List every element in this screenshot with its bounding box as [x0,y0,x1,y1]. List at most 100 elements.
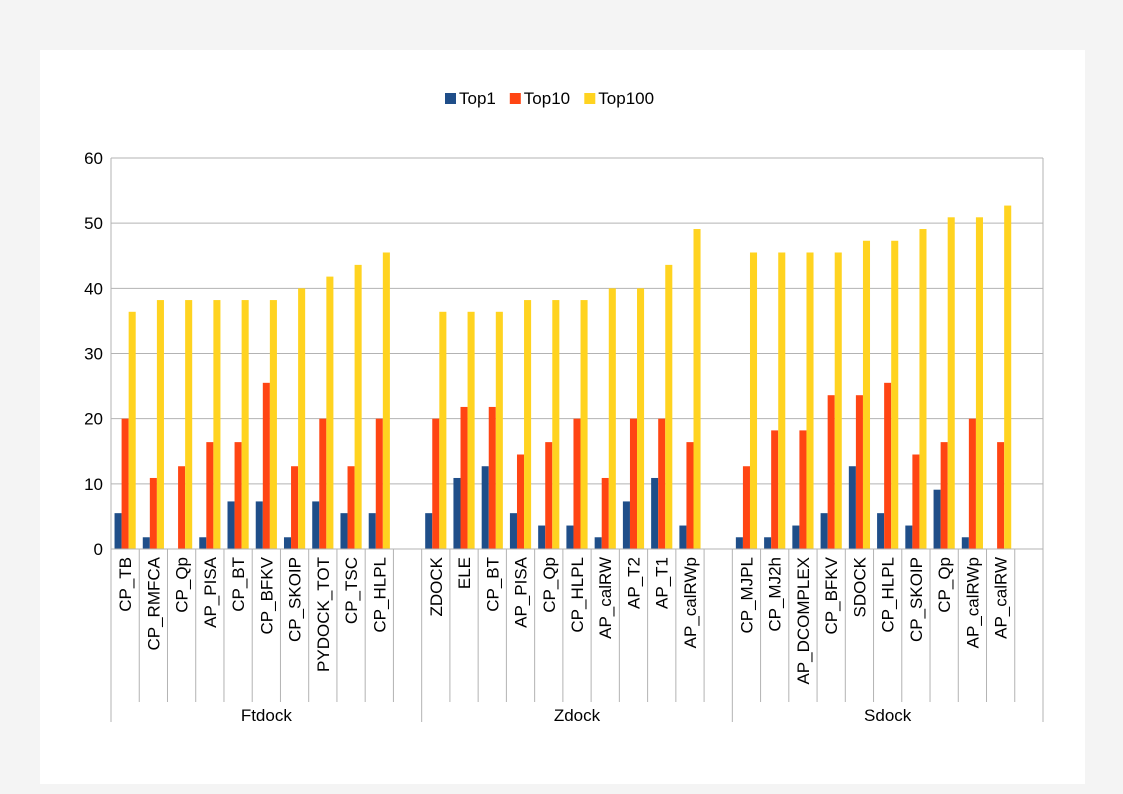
category-label: AP_calRWp [963,557,982,648]
category-label: SDOCK [850,556,869,617]
bar-top100 [467,311,475,549]
group-label: Ftdock [241,706,293,725]
category-label: CP_TSC [342,557,361,624]
bar-top10 [573,418,581,549]
category-label: CP_Qp [173,557,192,613]
legend-swatch-top1 [445,93,456,104]
bar-top100 [298,288,306,549]
bar-top10 [347,466,355,549]
bar-top100 [1004,205,1012,550]
bar-top1 [283,537,292,549]
bar-top1 [340,513,348,549]
bar-top10 [940,442,948,549]
bar-top1 [255,501,263,549]
bar-top1 [961,537,969,549]
bar-top10 [742,466,750,549]
bar-top10 [432,418,440,549]
bar-top10 [771,430,779,549]
bar-top1 [679,525,687,549]
category-label: CP_BFKV [257,556,276,634]
bar-top100 [778,252,786,549]
bar-top1 [509,513,517,549]
bar-top100 [495,311,503,549]
category-label: CP_HLPL [370,557,389,633]
bar-top100 [947,217,955,549]
bar-top10 [234,442,242,549]
bar-top10 [206,442,214,549]
bar-top10 [375,418,383,549]
bar-top100 [693,229,701,549]
category-label: AP_PISA [201,556,220,628]
legend-swatch-top10 [509,93,521,104]
bar-top1 [453,477,461,549]
category-label: AP_calRW [992,557,1011,639]
bar-top1 [425,513,433,549]
bar-top10 [291,466,299,549]
category-label: ZDOCK [427,556,446,616]
y-tick-label: 10 [84,475,103,494]
bar-top1 [764,537,772,549]
bar-top10 [855,395,863,549]
y-tick-label: 30 [84,345,103,364]
bar-top100 [834,252,842,549]
bars [114,205,1012,550]
bar-top100 [213,300,221,549]
y-tick-label: 60 [84,149,103,168]
y-tick-label: 50 [84,214,103,233]
bar-top100 [326,276,334,549]
y-tick-label: 40 [84,279,103,298]
bar-top1 [905,525,913,549]
bar-top100 [608,288,616,549]
bar-top100 [919,229,927,549]
group-label: Sdock [864,706,912,725]
bar-top10 [686,442,694,549]
category-label: AP_calRWp [681,557,700,648]
bar-top1 [933,489,941,549]
bar-top100 [665,264,673,549]
bar-top1 [735,537,743,549]
bar-top1 [594,537,602,549]
bar-top10 [178,466,186,549]
bar-top1 [368,513,376,549]
category-label: CP_BT [483,557,502,612]
bar-top10 [516,454,525,549]
bar-top1 [199,537,207,549]
grouped-bar-chart: Top1 Top10 Top100 0 10 20 30 40 50 60 CP_TB CP_RM… [84,89,1044,725]
bar-top100 [975,217,983,549]
bar-top1 [538,525,546,549]
bar-top10 [997,442,1005,549]
category-label: ELE [455,557,474,589]
bar-top100 [862,240,871,550]
legend-label: Top10 [524,89,570,108]
category-label: CP_SKOIP [907,557,926,642]
bar-top10 [884,382,892,549]
bar-top100 [269,300,277,549]
category-label: CP_HLPL [568,557,587,633]
bar-top10 [601,477,609,549]
bar-top10 [488,406,496,549]
bar-top1 [142,537,150,549]
bar-top1 [877,513,885,549]
bar-top100 [241,300,249,549]
bar-top10 [658,418,666,549]
chart-frame: Top1 Top10 Top100 0 10 20 30 40 50 60 CP_TB CP_RM… [40,50,1085,784]
bar-top100 [891,240,899,550]
bar-top1 [312,501,320,549]
bar-top100 [552,300,560,549]
bar-top100 [185,300,193,549]
category-label: CP_Qp [935,557,954,613]
bar-top1 [481,466,489,549]
legend-swatch-top100 [584,93,596,104]
bar-top100 [439,311,447,549]
bar-top1 [622,501,630,549]
bar-top10 [545,442,553,549]
bar-top1 [566,525,574,549]
category-label: CP_Qp [540,557,559,613]
category-label: CP_RMFCA [144,556,163,650]
bar-top100 [156,300,164,549]
category-label: AP_DCOMPLEX [794,557,813,685]
legend: Top1 Top10 Top100 [445,89,654,108]
category-label: CP_MJPL [737,557,756,634]
category-label: CP_MJ2h [766,557,785,632]
y-tick-label: 20 [84,410,103,429]
